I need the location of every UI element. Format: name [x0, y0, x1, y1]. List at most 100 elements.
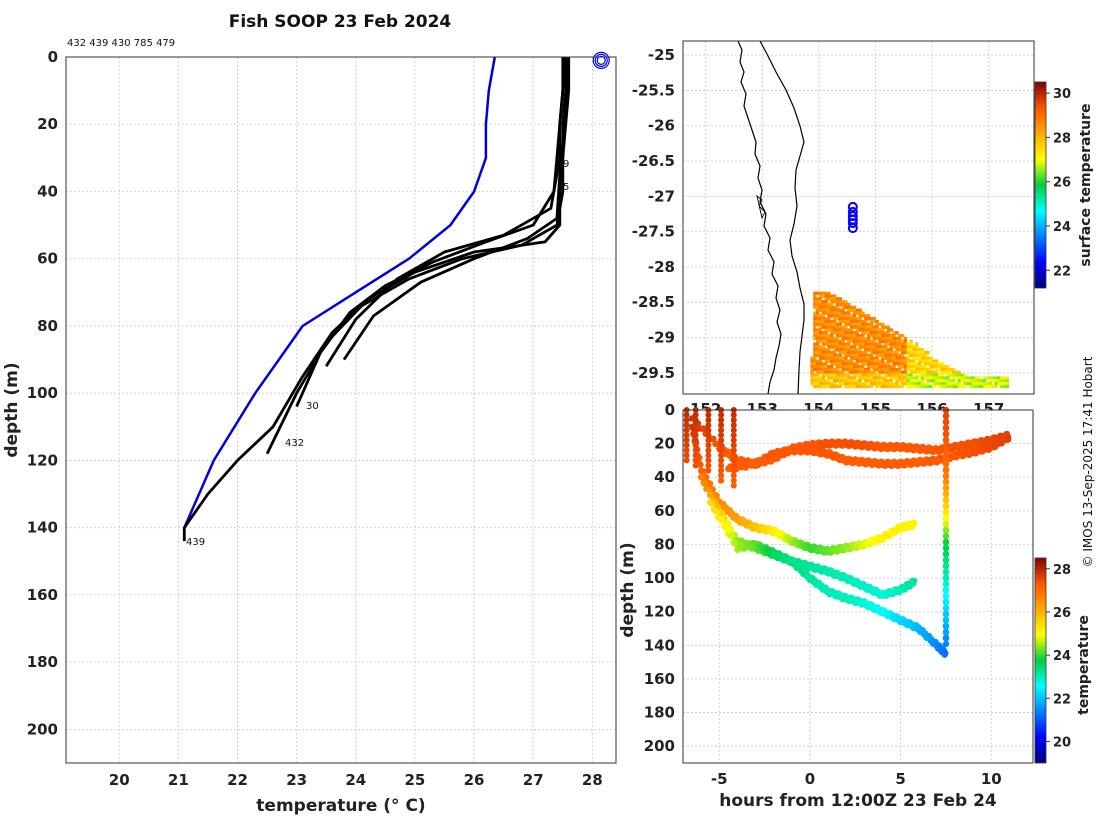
sst-cell: [898, 367, 902, 372]
sst-cell: [872, 379, 876, 383]
sst-cell: [864, 336, 868, 341]
sst-cell: [855, 370, 859, 375]
section-point: [705, 442, 712, 449]
sst-cell: [827, 322, 831, 327]
sst-cell: [883, 373, 888, 377]
sst-cell: [1002, 384, 1007, 389]
profile-plot-area: [66, 57, 616, 763]
sst-cell: [895, 339, 899, 344]
sst-cell: [847, 302, 851, 307]
sst-cell: [813, 328, 817, 332]
sst-cell: [906, 365, 910, 369]
sst-cell: [881, 376, 885, 380]
sst-cell: [881, 370, 885, 375]
sst-cell: [968, 381, 973, 386]
sst-cell: [929, 373, 933, 377]
sst-cell: [988, 376, 993, 380]
sst-cell: [833, 370, 837, 375]
sst-cell: [864, 384, 868, 389]
sst-cell: [835, 365, 840, 369]
sst-cell: [818, 331, 823, 335]
sst-cell: [949, 367, 953, 372]
sst-cell: [844, 353, 848, 358]
sst-cell: [983, 379, 987, 383]
section-point: [699, 474, 706, 481]
sst-cell: [903, 381, 908, 386]
sst-cell: [903, 376, 908, 380]
sst-cell: [844, 345, 848, 349]
sst-cell: [855, 331, 859, 335]
sst-cell: [878, 348, 882, 352]
map-y-tick-label: -26.5: [632, 152, 675, 170]
sst-cell: [818, 367, 823, 372]
sst-cell: [833, 367, 837, 372]
sst-cell: [838, 356, 842, 360]
sst-cell: [926, 367, 930, 372]
sst-cell: [835, 362, 840, 366]
sst-cell: [864, 342, 868, 346]
sst-cell: [813, 314, 817, 318]
section-point: [705, 447, 712, 454]
sst-cell: [971, 379, 976, 383]
section-point: [942, 587, 950, 594]
section-point: [942, 443, 950, 450]
sst-cell: [824, 302, 828, 307]
sst-cell: [934, 362, 939, 366]
sst-cell: [957, 381, 961, 386]
sst-cell: [847, 311, 851, 315]
sst-cell: [827, 367, 831, 372]
section-point: [942, 431, 950, 438]
section-point: [942, 503, 950, 510]
sst-cell: [866, 348, 871, 352]
section-point: [705, 417, 712, 424]
sst-cell: [841, 339, 845, 344]
sst-cell: [818, 362, 823, 366]
sst-cell: [883, 356, 888, 360]
sst-cell: [881, 365, 885, 369]
sst-cell: [875, 376, 879, 380]
sst-cell: [892, 350, 896, 355]
sst-cell: [872, 381, 876, 386]
sst-cell: [818, 365, 823, 369]
sst-cell: [864, 322, 868, 327]
sst-cell: [912, 359, 916, 363]
sst-cell: [912, 345, 916, 349]
sst-cell: [844, 373, 848, 377]
sst-cell: [818, 297, 823, 301]
sst-cell: [813, 353, 817, 358]
sst-cell: [895, 359, 899, 363]
sst-cell: [816, 317, 820, 321]
sst-cell: [960, 384, 964, 389]
section-point: [692, 422, 699, 429]
sst-cell: [929, 362, 933, 366]
sst-cell: [920, 381, 925, 386]
sst-cell: [903, 356, 908, 360]
sst-cell: [923, 381, 927, 386]
sst-cell: [869, 317, 874, 321]
sst-cell: [878, 328, 882, 332]
sst-cell: [960, 376, 964, 380]
sst-cell: [937, 373, 942, 377]
sst-cell: [869, 381, 874, 386]
sst-cell: [866, 373, 871, 377]
sst-cell: [852, 384, 857, 389]
sst-cell: [824, 317, 828, 321]
sst-cell: [923, 370, 927, 375]
sst-cell: [892, 359, 896, 363]
sst-cell: [833, 328, 837, 332]
section-y-tick-label: 160: [644, 670, 675, 688]
sst-cell: [923, 373, 927, 377]
sst-cell: [943, 381, 947, 386]
sst-cell: [997, 379, 1001, 383]
sst-cell: [816, 367, 820, 372]
sst-cell: [838, 362, 842, 366]
sst-cell: [838, 302, 842, 307]
sst-cell: [847, 353, 851, 358]
sst-cell: [900, 379, 905, 383]
sst-cell: [827, 356, 831, 360]
sst-cell: [940, 384, 944, 389]
sst-cell: [821, 376, 826, 380]
sst-cell: [898, 353, 902, 358]
sst-cell: [835, 311, 840, 315]
sst-cell: [864, 331, 868, 335]
